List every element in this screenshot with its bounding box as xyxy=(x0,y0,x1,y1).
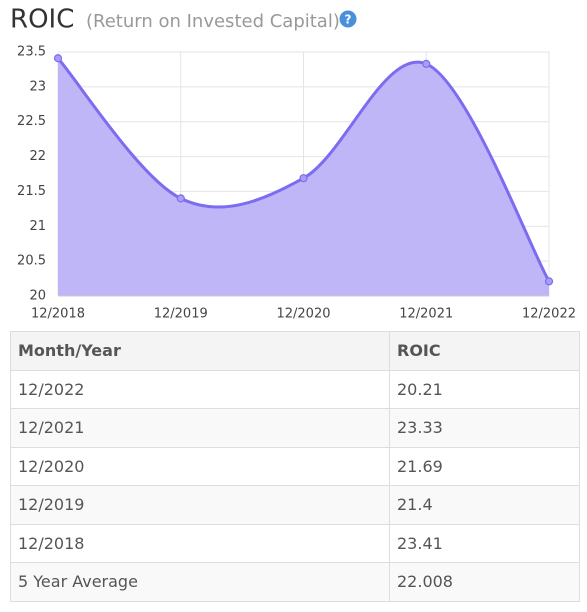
table-cell: 5 Year Average xyxy=(10,562,390,602)
y-tick-label: 23 xyxy=(29,79,46,94)
point xyxy=(544,277,554,286)
header-cell: Month/Year xyxy=(10,331,390,371)
header-cell: ROIC xyxy=(389,331,580,371)
y-tick-label: 21 xyxy=(29,219,46,234)
table-cell: 22.008 xyxy=(389,562,580,602)
table-row: 5 Year Average 22.008 xyxy=(10,562,580,602)
y-tick-label: 20 xyxy=(29,289,46,304)
table-header: Month/Year ROIC xyxy=(10,331,580,371)
table-cell: 21.4 xyxy=(389,485,580,525)
point xyxy=(299,174,308,183)
line xyxy=(56,57,551,283)
table-cell: 12/2018 xyxy=(10,523,390,563)
chart-title: ROIC xyxy=(10,5,74,35)
chart: ROIC (Return on Invested Capital) ? 20 20… xyxy=(10,5,576,322)
table-row: 12/2019 21.4 xyxy=(10,485,580,525)
table-cell: 12/2022 xyxy=(10,369,390,409)
table-row: 12/2018 23.41 xyxy=(10,523,580,563)
table-row: 12/2021 23.33 xyxy=(10,408,580,448)
table-cell: 21.69 xyxy=(389,446,580,486)
area xyxy=(58,58,549,296)
table-cell: 20.21 xyxy=(389,369,580,409)
table-row: 12/2020 21.69 xyxy=(10,446,580,486)
x-tick-label: 12/2019 xyxy=(154,307,208,322)
table-cell: 12/2020 xyxy=(10,446,390,486)
help-icon-text[interactable]: ? xyxy=(345,13,352,27)
x-tick-label: 12/2021 xyxy=(399,307,453,322)
x-tick-label: 12/2022 xyxy=(522,307,576,322)
y-tick-label: 22.5 xyxy=(17,114,46,129)
table-cell: 23.33 xyxy=(389,408,580,448)
point xyxy=(176,194,185,203)
y-tick-label: 23.5 xyxy=(17,45,46,60)
chart-subtitle: (Return on Invested Capital) xyxy=(86,11,340,32)
y-tick-label: 22 xyxy=(29,149,46,164)
table-cell: 12/2021 xyxy=(10,408,390,448)
x-tick-label: 12/2018 xyxy=(31,307,85,322)
help-icon[interactable] xyxy=(339,10,357,28)
y-tick-label: 21.5 xyxy=(17,184,46,199)
table-cell: 23.41 xyxy=(389,523,580,563)
point xyxy=(422,59,431,68)
table-row: 12/2022 20.21 xyxy=(10,369,580,409)
y-tick-label: 20.5 xyxy=(17,254,46,269)
point xyxy=(53,54,63,63)
data-table: Month/Year ROIC 12/2022 20.21 12/2021 23.33 1… xyxy=(10,331,580,602)
table-cell: 12/2019 xyxy=(10,485,390,525)
x-tick-label: 12/2020 xyxy=(276,307,330,322)
